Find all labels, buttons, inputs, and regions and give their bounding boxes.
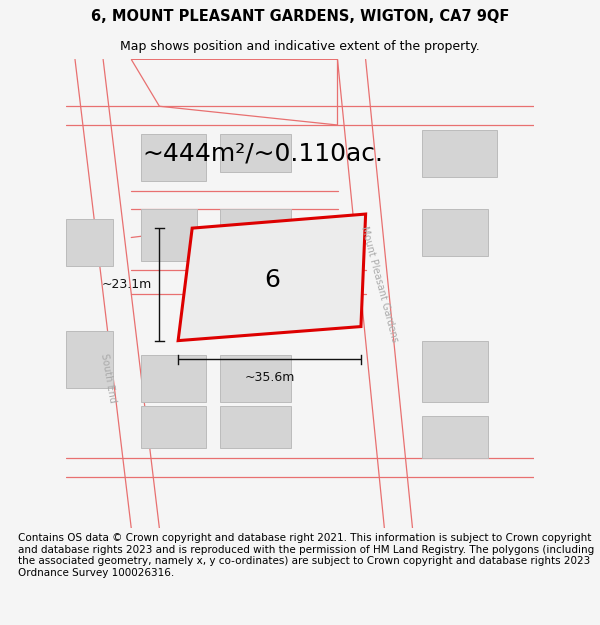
Text: ~23.1m: ~23.1m <box>102 278 152 291</box>
Polygon shape <box>140 406 206 449</box>
Polygon shape <box>140 134 206 181</box>
Polygon shape <box>65 219 113 266</box>
Polygon shape <box>140 209 197 261</box>
Polygon shape <box>422 209 487 256</box>
Polygon shape <box>140 355 206 401</box>
Polygon shape <box>422 341 487 401</box>
Polygon shape <box>422 129 497 176</box>
Text: South End: South End <box>98 352 117 404</box>
Text: ~444m²/~0.110ac.: ~444m²/~0.110ac. <box>142 141 383 165</box>
Polygon shape <box>220 355 290 401</box>
Text: Contains OS data © Crown copyright and database right 2021. This information is : Contains OS data © Crown copyright and d… <box>18 533 594 578</box>
Text: ~35.6m: ~35.6m <box>244 371 295 384</box>
Polygon shape <box>178 214 365 341</box>
Text: Map shows position and indicative extent of the property.: Map shows position and indicative extent… <box>120 40 480 52</box>
Text: 6, MOUNT PLEASANT GARDENS, WIGTON, CA7 9QF: 6, MOUNT PLEASANT GARDENS, WIGTON, CA7 9… <box>91 9 509 24</box>
Polygon shape <box>220 134 290 172</box>
Text: Mount Pleasant Gardens: Mount Pleasant Gardens <box>359 225 400 344</box>
Polygon shape <box>220 406 290 449</box>
Polygon shape <box>220 209 290 256</box>
Polygon shape <box>206 238 342 317</box>
Polygon shape <box>422 416 487 457</box>
Text: 6: 6 <box>264 268 280 292</box>
Polygon shape <box>65 331 113 388</box>
